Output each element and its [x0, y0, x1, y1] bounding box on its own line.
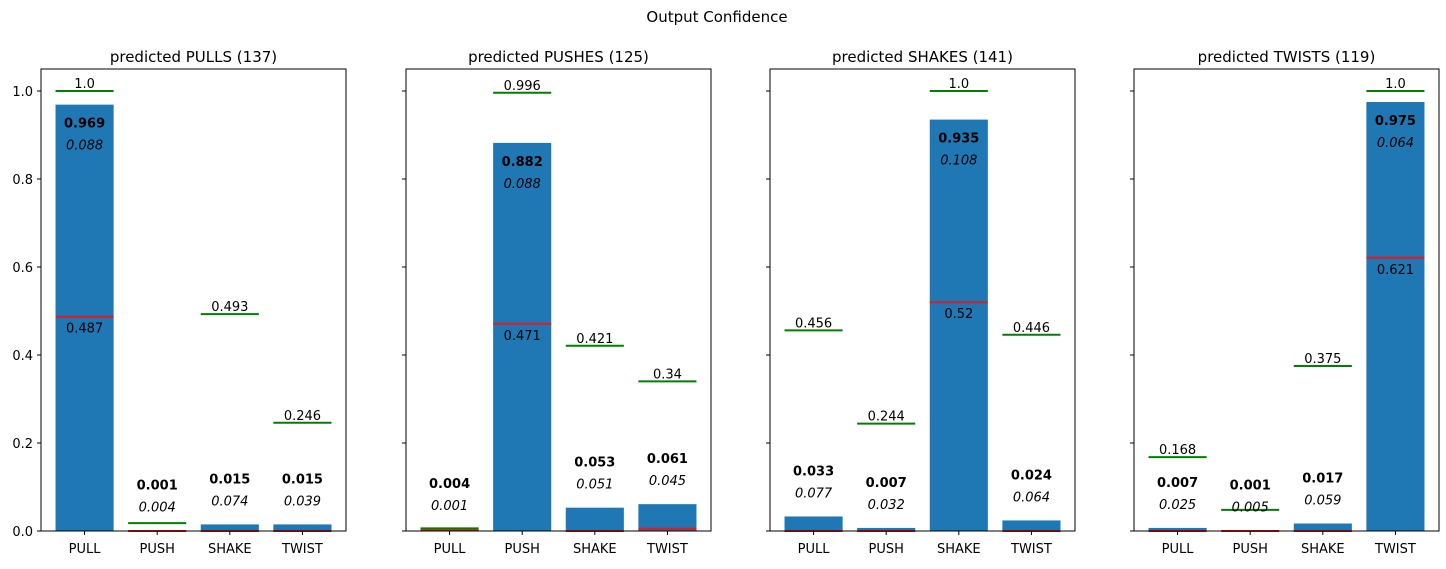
mean-label: 0.033 [793, 464, 834, 479]
mean-label: 0.001 [137, 479, 178, 494]
max-label: 0.446 [1013, 321, 1050, 336]
std-label: 0.064 [1377, 136, 1414, 151]
x-tick-label: PULL [1162, 542, 1195, 557]
x-tick-label: SHAKE [937, 542, 981, 557]
mean-label: 0.935 [938, 132, 979, 147]
x-tick-label: PUSH [139, 542, 174, 557]
std-label: 0.025 [1159, 498, 1196, 513]
y-tick-label: 0.4 [12, 349, 33, 364]
max-label: 1.0 [1385, 77, 1406, 92]
y-tick-label: 0.2 [12, 437, 33, 452]
max-label: 0.246 [284, 409, 321, 424]
x-tick-label: TWIST [281, 542, 323, 557]
max-label: 1.0 [948, 77, 969, 92]
max-label: 0.34 [653, 367, 682, 382]
bar [1294, 524, 1352, 531]
max-label: 0.168 [1159, 443, 1196, 458]
std-label: 0.108 [940, 154, 977, 169]
y-tick-label: 0.8 [12, 173, 33, 188]
std-label: 0.001 [431, 499, 468, 514]
axes-frame [770, 69, 1075, 531]
x-tick-label: PULL [798, 542, 831, 557]
figure-title: Output Confidence [646, 8, 787, 26]
panel-title: predicted PUSHES (125) [468, 48, 649, 66]
std-label: 0.032 [868, 498, 905, 513]
mean-label: 0.053 [574, 456, 615, 471]
mean-label: 0.004 [429, 477, 470, 492]
mean-label: 0.024 [1011, 468, 1052, 483]
x-tick-label: TWIST [646, 542, 688, 557]
mean-label: 0.001 [1230, 479, 1271, 494]
mean-label: 0.882 [502, 155, 543, 170]
std-label: 0.088 [66, 139, 103, 154]
y-tick-label: 0.0 [12, 525, 33, 540]
bar [1366, 102, 1424, 531]
bar [638, 504, 696, 531]
chart-panel-2: predicted PUSHES (125) 0.004 0.001 0.882 0.0… [402, 48, 711, 557]
bar [930, 120, 988, 531]
mean-label: 0.969 [64, 117, 105, 132]
mean-label: 0.015 [209, 472, 250, 487]
mean-label: 0.061 [647, 452, 688, 467]
chart-panel-4: predicted TWISTS (119) 0.007 0.025 0.168 0.0… [1130, 48, 1439, 557]
std-label: 0.088 [504, 177, 541, 192]
panels: predicted PULLS (137) 0.969 0.088 1.0 0.487 0… [12, 48, 1439, 557]
x-tick-label: TWIST [1010, 542, 1052, 557]
bar [566, 508, 624, 531]
panel-title: predicted TWISTS (119) [1198, 48, 1376, 66]
mean-label: 0.007 [1157, 476, 1198, 491]
x-tick-label: SHAKE [573, 542, 617, 557]
std-label: 0.039 [284, 494, 321, 509]
std-label: 0.004 [139, 501, 176, 516]
max-label: 0.493 [211, 300, 248, 315]
max-label: 0.244 [868, 410, 905, 425]
std-label: 0.074 [211, 494, 248, 509]
max-label: 0.456 [795, 316, 832, 331]
y-tick-label: 0.6 [12, 261, 33, 276]
max-label: 0.375 [1304, 352, 1341, 367]
std-label: 0.005 [1232, 501, 1269, 516]
chart-panel-1: predicted PULLS (137) 0.969 0.088 1.0 0.487 0… [12, 48, 346, 557]
x-tick-label: PUSH [504, 542, 539, 557]
chart-panel-3: predicted SHAKES (141) 0.033 0.077 0.456 0.0… [766, 48, 1075, 557]
min-label: 0.487 [66, 322, 103, 337]
mean-label: 0.015 [282, 472, 323, 487]
y-tick-label: 1.0 [12, 85, 33, 100]
min-label: 0.52 [944, 307, 973, 322]
std-label: 0.059 [1304, 494, 1341, 509]
max-label: 1.0 [74, 77, 95, 92]
std-label: 0.077 [795, 486, 833, 501]
std-label: 0.064 [1013, 490, 1050, 505]
x-tick-label: PUSH [868, 542, 903, 557]
x-tick-label: PULL [434, 542, 467, 557]
std-label: 0.051 [576, 478, 613, 493]
min-label: 0.621 [1377, 263, 1414, 278]
x-tick-label: TWIST [1374, 542, 1416, 557]
max-label: 0.996 [504, 79, 541, 94]
bar [56, 105, 114, 531]
x-tick-label: PUSH [1232, 542, 1267, 557]
std-label: 0.045 [649, 474, 686, 489]
panel-title: predicted SHAKES (141) [832, 48, 1013, 66]
x-tick-label: SHAKE [208, 542, 252, 557]
x-tick-label: SHAKE [1301, 542, 1345, 557]
mean-label: 0.007 [866, 476, 907, 491]
min-label: 0.471 [504, 329, 541, 344]
panel-title: predicted PULLS (137) [110, 48, 277, 66]
mean-label: 0.017 [1302, 472, 1343, 487]
x-tick-label: PULL [69, 542, 102, 557]
mean-label: 0.975 [1375, 114, 1416, 129]
bar [785, 516, 843, 531]
max-label: 0.421 [576, 332, 613, 347]
bar [1002, 520, 1060, 531]
